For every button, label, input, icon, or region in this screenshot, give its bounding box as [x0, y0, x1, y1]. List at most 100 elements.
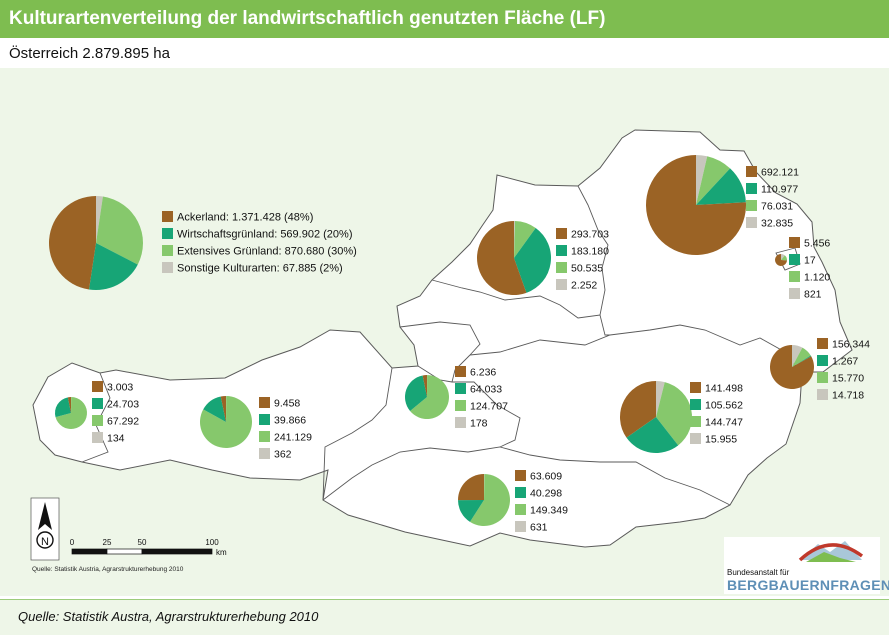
value-label-sonstige: 631	[530, 522, 548, 534]
value-label-extensives_gruenland: 144.747	[705, 417, 743, 429]
value-label-ackerland: 3.003	[107, 382, 133, 394]
scale-tick-label: 25	[103, 538, 112, 547]
map-source-note: Quelle: Statistik Austria, Agrarstruktur…	[32, 566, 184, 573]
legend-swatch-wirtschaftsgruenland	[746, 183, 757, 194]
pie-wien	[775, 254, 787, 266]
pie-steiermark	[620, 381, 692, 453]
value-label-ackerland: 692.121	[761, 167, 799, 179]
legend-swatch-extensives_gruenland	[789, 271, 800, 282]
value-label-wirtschaftsgruenland: 17	[804, 255, 816, 267]
region-steiermark: 141.498 105.562 144.747 15.955	[620, 381, 743, 453]
footer: Quelle: Statistik Austra, Agrarstrukture…	[0, 599, 889, 635]
value-label-wirtschaftsgruenland: 24.703	[107, 399, 139, 411]
legend-swatch-wirtschaftsgruenland	[455, 383, 466, 394]
scale-segment	[72, 549, 107, 554]
legend-swatch-extensives_gruenland	[515, 504, 526, 515]
title-bar: Kulturartenverteilung der landwirtschaft…	[0, 0, 889, 38]
pie-tirol	[200, 396, 252, 448]
pie-oberoesterreich	[477, 221, 551, 295]
map-svg: 3.00324.70367.2921349.45839.866241.12936…	[0, 68, 889, 596]
value-label-extensives_gruenland: 1.120	[804, 272, 830, 284]
legend-swatch-sonstige	[690, 433, 701, 444]
value-label-ackerland: 156.344	[832, 339, 870, 351]
pie-salzburg	[405, 375, 449, 419]
subtitle: Österreich 2.879.895 ha	[9, 45, 170, 62]
page-title: Kulturartenverteilung der landwirtschaft…	[9, 8, 605, 30]
legend-swatch-ackerland	[789, 237, 800, 248]
value-label-extensives_gruenland: 149.349	[530, 505, 568, 517]
legend-swatch-sonstige	[92, 432, 103, 443]
value-label-extensives_gruenland: 67.292	[107, 416, 139, 428]
scale-unit-label: km	[216, 548, 227, 557]
legend-swatch-wirtschaftsgruenland	[92, 398, 103, 409]
legend-swatch-ackerland	[259, 397, 270, 408]
legend-swatch-ackerland	[746, 166, 757, 177]
pie-niederoesterreich	[646, 155, 746, 255]
scale-segment	[142, 549, 212, 554]
legend-swatch-extensives_gruenland	[556, 262, 567, 273]
value-label-ackerland: 63.609	[530, 471, 562, 483]
value-label-sonstige: 362	[274, 449, 292, 461]
value-label-sonstige: 821	[804, 289, 822, 301]
pie-kaernten	[458, 474, 510, 526]
legend-swatch-wirtschaftsgruenland	[789, 254, 800, 265]
value-label-wirtschaftsgruenland: 39.866	[274, 415, 306, 427]
legend-swatch-ackerland	[515, 470, 526, 481]
legend-swatch-sonstige	[259, 448, 270, 459]
legend-swatch-wirtschaftsgruenland	[817, 355, 828, 366]
legend-swatch-sonstige	[746, 217, 757, 228]
value-label-ackerland: 9.458	[274, 398, 300, 410]
legend-swatch-wirtschaftsgruenland	[556, 245, 567, 256]
value-label-sonstige: 14.718	[832, 390, 864, 402]
scale-tick-label: 0	[70, 538, 75, 547]
value-label-extensives_gruenland: 76.031	[761, 201, 793, 213]
austria-total-legend: Ackerland: 1.371.428 (48%) Wirtschaftsgrü…	[49, 196, 357, 290]
logo-text-line2: BERGBAUERNFRAGEN	[727, 577, 889, 593]
legend-label-extensives_gruenland: Extensives Grünland: 870.680 (30%)	[177, 246, 357, 258]
value-label-sonstige: 15.955	[705, 434, 737, 446]
value-label-ackerland: 293.703	[571, 229, 609, 241]
legend-swatch-sonstige	[789, 288, 800, 299]
value-label-sonstige: 2.252	[571, 280, 597, 292]
legend-swatch-ackerland	[817, 338, 828, 349]
value-label-sonstige: 134	[107, 433, 125, 445]
legend-label-ackerland: Ackerland: 1.371.428 (48%)	[177, 212, 313, 224]
pie-burgenland	[770, 345, 814, 389]
value-label-extensives_gruenland: 124.707	[470, 401, 508, 413]
legend-swatch-ackerland	[455, 366, 466, 377]
scale-tick-label: 100	[205, 538, 219, 547]
value-label-sonstige: 32.835	[761, 218, 793, 230]
pie-slice-ackerland	[49, 196, 96, 289]
value-label-wirtschaftsgruenland: 40.298	[530, 488, 562, 500]
legend-swatch-ackerland	[690, 382, 701, 393]
legend-swatch-sonstige	[556, 279, 567, 290]
value-label-wirtschaftsgruenland: 110.977	[761, 184, 798, 196]
footer-source: Quelle: Statistik Austra, Agrarstrukture…	[18, 609, 318, 624]
value-label-ackerland: 5.456	[804, 238, 830, 250]
north-arrow: N	[31, 498, 59, 560]
value-label-ackerland: 141.498	[705, 383, 743, 395]
value-label-extensives_gruenland: 50.535	[571, 263, 603, 275]
value-label-wirtschaftsgruenland: 105.562	[705, 400, 743, 412]
legend-swatch-sonstige	[515, 521, 526, 532]
legend-swatch-sonstige	[817, 389, 828, 400]
value-label-wirtschaftsgruenland: 64.033	[470, 384, 502, 396]
legend-swatch-extensives_gruenland	[455, 400, 466, 411]
legend-swatch-wirtschaftsgruenland	[259, 414, 270, 425]
legend-swatch-extensives_gruenland	[259, 431, 270, 442]
north-arrow-label: N	[41, 536, 49, 548]
value-label-wirtschaftsgruenland: 183.180	[571, 246, 609, 258]
legend-swatch-sonstige	[162, 262, 173, 273]
legend-swatch-ackerland	[162, 211, 173, 222]
legend-swatch-ackerland	[556, 228, 567, 239]
legend-label-wirtschaftsgruenland: Wirtschaftsgrünland: 569.902 (20%)	[177, 229, 352, 241]
legend-swatch-extensives_gruenland	[92, 415, 103, 426]
value-label-extensives_gruenland: 15.770	[832, 373, 864, 385]
legend-swatch-extensives_gruenland	[690, 416, 701, 427]
legend-swatch-extensives_gruenland	[162, 245, 173, 256]
legend-swatch-extensives_gruenland	[817, 372, 828, 383]
legend-swatch-extensives_gruenland	[746, 200, 757, 211]
